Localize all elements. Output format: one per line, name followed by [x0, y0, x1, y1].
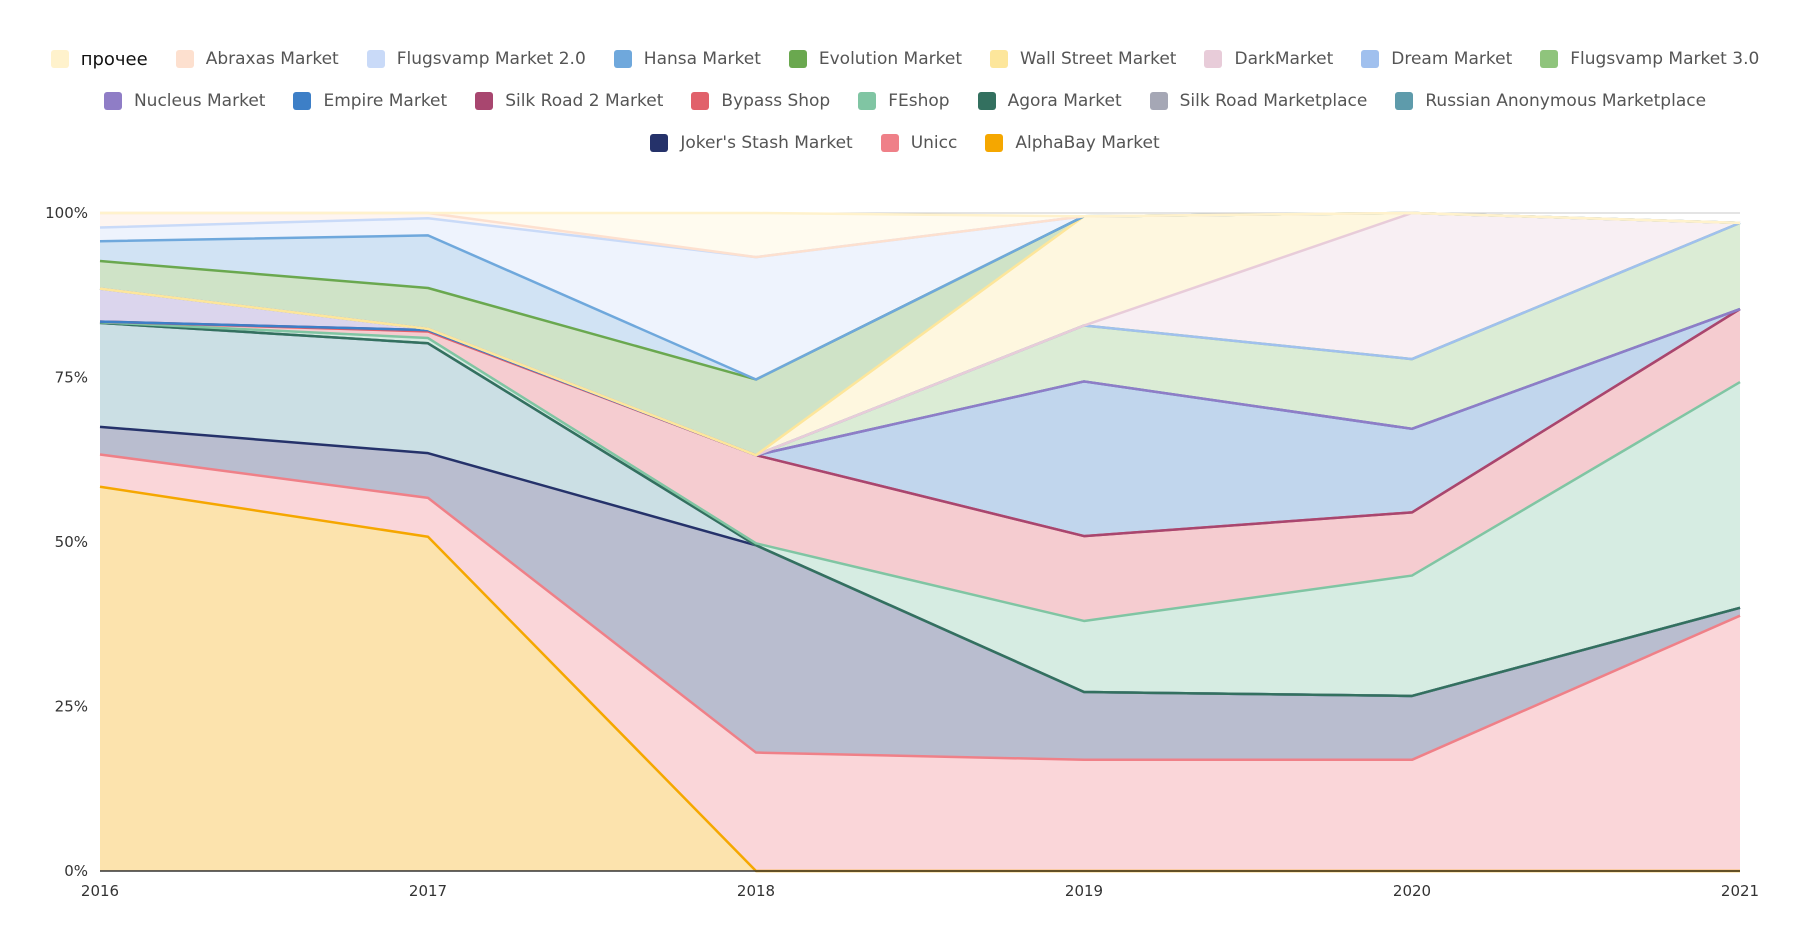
- legend-swatch: [175, 50, 194, 68]
- legend-swatch: [293, 92, 312, 110]
- legend-item-abraxas-market[interactable]: Abraxas Market: [175, 49, 339, 69]
- legend-swatch: [366, 50, 385, 68]
- legend-item-unicc[interactable]: Unicc: [880, 133, 958, 153]
- legend-row: Joker's Stash Market Unicc AlphaBay Market: [60, 122, 1750, 164]
- area-flugsvamp-market-2-0: [100, 213, 1740, 380]
- area-russian-anonymous-marketplace: [100, 322, 1740, 696]
- legend-swatch: [50, 50, 69, 68]
- legend-swatch: [977, 92, 996, 110]
- line-feshop: [99, 320, 1741, 623]
- legend-swatch: [880, 134, 899, 152]
- legend-label: Empire Market: [323, 91, 448, 111]
- x-tick-label: 2019: [1065, 882, 1103, 900]
- legend-row: прочее Abraxas Market Flugsvamp Market 2.0…: [50, 38, 1759, 80]
- legend-swatch: [1149, 92, 1168, 110]
- legend-label: Flugsvamp Market 2.0: [396, 49, 586, 69]
- legend-label: FEshop: [888, 91, 950, 111]
- legend-item-flugsvamp-market-2-0[interactable]: Flugsvamp Market 2.0: [366, 49, 586, 69]
- legend-swatch: [788, 50, 807, 68]
- area-feshop: [100, 322, 1740, 696]
- legend-label: Evolution Market: [818, 49, 962, 69]
- y-tick-label: 25%: [55, 698, 88, 716]
- x-tick-label: 2017: [409, 882, 447, 900]
- legend-label: Russian Anonymous Marketplace: [1425, 91, 1707, 111]
- x-tick-label: 2020: [1393, 882, 1431, 900]
- legend-swatch: [613, 50, 632, 68]
- legend-item-hansa-market[interactable]: Hansa Market: [613, 49, 761, 69]
- legend-label: Unicc: [910, 133, 958, 153]
- area-evolution-market: [100, 213, 1740, 456]
- area-unicc: [100, 454, 1740, 871]
- legend-swatch: [858, 92, 877, 110]
- legend-swatch: [103, 92, 122, 110]
- legend-item-dream-market[interactable]: Dream Market: [1361, 49, 1512, 69]
- legend-item-bypass-shop[interactable]: Bypass Shop: [691, 91, 830, 111]
- y-tick-label: 75%: [55, 369, 88, 387]
- area-flugsvamp-market-3-0: [100, 222, 1740, 456]
- x-tick-label: 2021: [1721, 882, 1759, 900]
- legend-item-silk-road-2-market[interactable]: Silk Road 2 Market: [475, 91, 663, 111]
- chart-legend: прочее Abraxas Market Flugsvamp Market 2.0…: [50, 38, 1759, 164]
- legend-label: прочее: [80, 48, 148, 70]
- legend-item-silk-road-marketplace[interactable]: Silk Road Marketplace: [1149, 91, 1368, 111]
- legend-item-joker-s-stash-market[interactable]: Joker's Stash Market: [650, 133, 853, 153]
- legend-swatch: [1361, 50, 1380, 68]
- line-agora-market: [99, 321, 1741, 698]
- legend-item-evolution-market[interactable]: Evolution Market: [788, 49, 962, 69]
- legend-swatch: [985, 134, 1004, 152]
- legend-label: Wall Street Market: [1019, 49, 1177, 69]
- legend-label: Hansa Market: [643, 49, 761, 69]
- y-tick-label: 100%: [45, 204, 88, 222]
- legend-item-empire-market[interactable]: Empire Market: [293, 91, 447, 111]
- area-layers: [100, 213, 1740, 871]
- y-tick-label: 0%: [64, 862, 88, 880]
- x-tick-label: 2018: [737, 882, 775, 900]
- legend-swatch: [989, 50, 1008, 68]
- legend-item-flugsvamp-market-3-0[interactable]: Flugsvamp Market 3.0: [1540, 49, 1759, 69]
- legend-item-darkmarket[interactable]: DarkMarket: [1204, 49, 1333, 69]
- line-unicc: [99, 453, 1741, 762]
- area-bypass-shop: [100, 309, 1740, 621]
- area-empire-market: [100, 309, 1740, 537]
- x-tick-label: 2016: [81, 882, 119, 900]
- legend-swatch: [475, 92, 494, 110]
- legend-label: DarkMarket: [1234, 49, 1334, 69]
- legend-label: Agora Market: [1007, 91, 1122, 111]
- y-tick-label: 50%: [55, 533, 88, 551]
- legend-item-agora-market[interactable]: Agora Market: [977, 91, 1122, 111]
- legend-item-alphabay-market[interactable]: AlphaBay Market: [985, 133, 1160, 153]
- legend-row: Nucleus Market Empire Market Silk Road 2 M…: [60, 80, 1750, 122]
- area-alphabay-market: [100, 486, 1740, 871]
- legend-swatch: [691, 92, 710, 110]
- legend-item-wall-street-market[interactable]: Wall Street Market: [989, 49, 1177, 69]
- area-darkmarket: [100, 213, 1740, 456]
- legend-label: Silk Road Marketplace: [1179, 91, 1368, 111]
- legend-label: Abraxas Market: [205, 49, 339, 69]
- legend-label: Joker's Stash Market: [680, 133, 853, 153]
- legend-label: Silk Road 2 Market: [505, 91, 664, 111]
- legend-swatch: [650, 134, 669, 152]
- legend-item-nucleus-market[interactable]: Nucleus Market: [103, 91, 266, 111]
- legend-item-прочее[interactable]: прочее: [50, 48, 148, 70]
- legend-label: Bypass Shop: [721, 91, 831, 111]
- legend-label: Nucleus Market: [133, 91, 266, 111]
- legend-label: AlphaBay Market: [1015, 133, 1160, 153]
- line-прочее: [100, 211, 1741, 225]
- legend-swatch: [1395, 92, 1414, 110]
- legend-item-feshop[interactable]: FEshop: [858, 91, 950, 111]
- legend-swatch: [1204, 50, 1223, 68]
- legend-label: Flugsvamp Market 3.0: [1570, 49, 1760, 69]
- legend-label: Dream Market: [1391, 49, 1513, 69]
- area-joker-s-stash-market: [100, 426, 1740, 760]
- legend-swatch: [1540, 50, 1559, 68]
- legend-item-russian-anonymous-marketplace[interactable]: Russian Anonymous Marketplace: [1395, 91, 1706, 111]
